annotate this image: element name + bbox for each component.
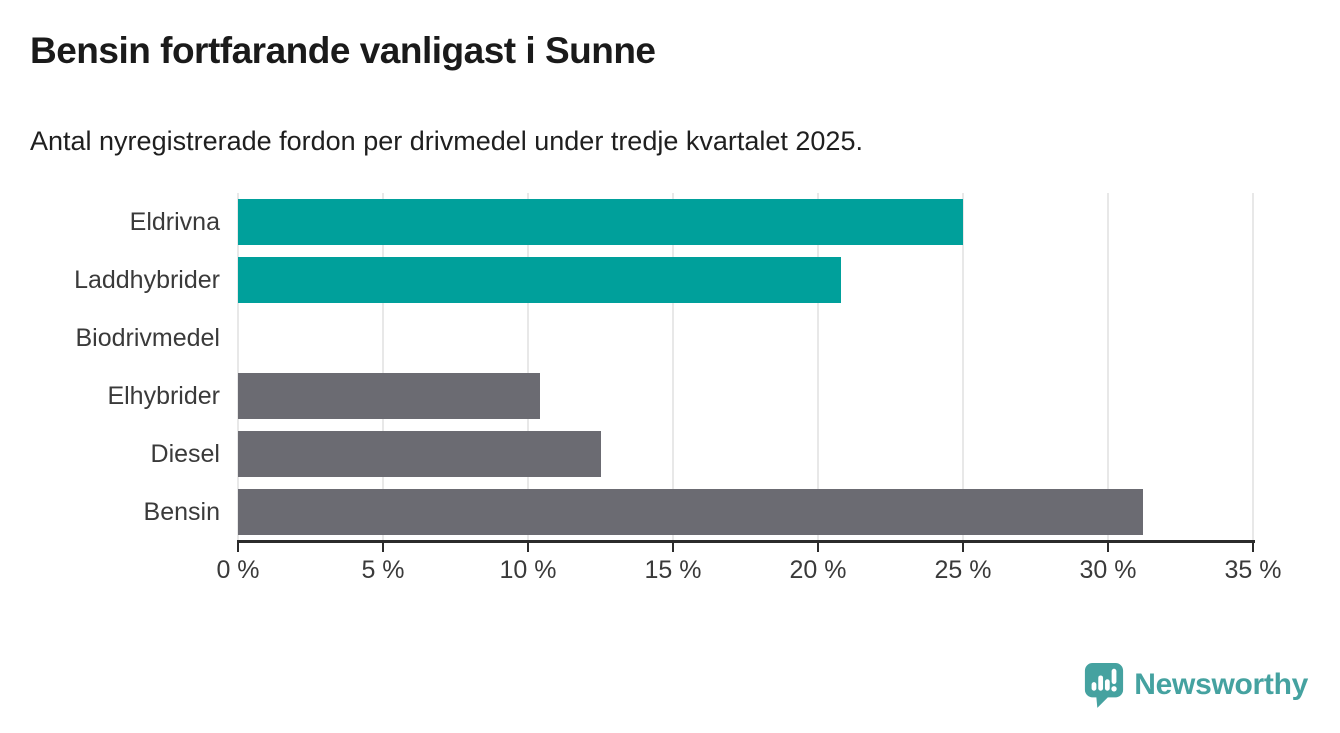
x-tick-15 — [672, 543, 674, 552]
x-tick-label-25: 25 % — [934, 556, 992, 584]
x-tick-label-20: 20 % — [789, 556, 847, 584]
newsworthy-wordmark: Newsworthy — [1134, 668, 1308, 701]
bar-diesel — [238, 431, 601, 477]
gridline-25 — [962, 193, 964, 541]
gridline-0 — [237, 193, 239, 541]
plot-area — [237, 193, 1254, 541]
x-tick-label-10: 10 % — [499, 556, 557, 584]
bar-bensin — [238, 489, 1143, 535]
x-tick-label-5: 5 % — [361, 556, 405, 584]
x-tick-label-15: 15 % — [644, 556, 702, 584]
y-axis-category-labels: Eldrivna Laddhybrider Biodrivmedel Elhybrid… — [0, 193, 220, 541]
x-tick-10 — [527, 543, 529, 552]
x-tick-label-30: 30 % — [1079, 556, 1137, 584]
gridline-5 — [382, 193, 384, 541]
x-tick-label-35: 35 % — [1224, 556, 1282, 584]
x-tick-0 — [237, 543, 239, 552]
category-label-elhybrider: Elhybrider — [107, 381, 220, 410]
chart-subtitle: Antal nyregistrerade fordon per drivmede… — [30, 126, 863, 156]
x-axis-line — [237, 540, 1255, 543]
bar-eldrivna — [238, 199, 963, 245]
category-label-bensin: Bensin — [143, 497, 220, 526]
category-label-eldrivna: Eldrivna — [129, 207, 220, 236]
x-tick-label-0: 0 % — [216, 556, 260, 584]
bar-elhybrider — [238, 373, 540, 419]
category-label-diesel: Diesel — [150, 439, 220, 468]
newsworthy-logo: Newsworthy — [1083, 661, 1308, 709]
x-tick-25 — [962, 543, 964, 552]
x-tick-20 — [817, 543, 819, 552]
category-label-biodrivmedel: Biodrivmedel — [75, 323, 220, 352]
newsworthy-chart-bubble-icon — [1085, 663, 1124, 708]
x-tick-35 — [1252, 543, 1254, 552]
x-tick-30 — [1107, 543, 1109, 552]
category-label-laddhybrider: Laddhybrider — [74, 265, 220, 294]
gridline-35 — [1252, 193, 1254, 541]
gridline-30 — [1107, 193, 1109, 541]
chart-title: Bensin fortfarande vanligast i Sunne — [30, 30, 656, 71]
gridline-20 — [817, 193, 819, 541]
bar-laddhybrider — [238, 257, 842, 303]
x-tick-5 — [382, 543, 384, 552]
gridline-10 — [527, 193, 529, 541]
gridline-15 — [672, 193, 674, 541]
